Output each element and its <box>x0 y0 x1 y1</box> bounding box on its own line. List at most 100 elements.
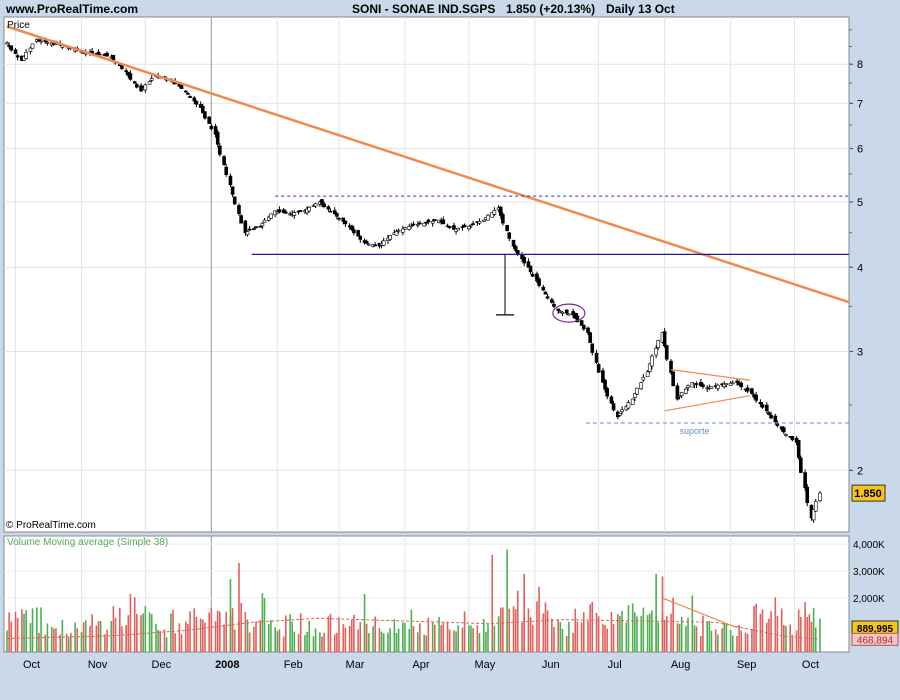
volume-bar <box>580 622 583 652</box>
volume-bar <box>678 623 681 652</box>
volume-bar <box>800 616 802 652</box>
volume-bar <box>461 627 464 652</box>
volume-bar <box>710 630 713 652</box>
volume-bar <box>761 609 764 652</box>
candle-body <box>684 388 688 394</box>
candle-body <box>218 145 222 155</box>
candle-body <box>775 423 780 426</box>
candle-body <box>620 409 624 412</box>
volume-bar <box>259 620 262 652</box>
candle-body <box>149 78 154 81</box>
candle-body <box>650 355 654 367</box>
volume-bar <box>646 615 649 652</box>
candle-body <box>349 225 354 230</box>
volume-bar <box>136 614 138 652</box>
grid <box>4 17 849 652</box>
volume-bar <box>785 625 787 652</box>
volume-bar <box>178 623 181 652</box>
candle-body <box>124 70 128 72</box>
volume-bar <box>702 615 704 652</box>
volume-bar <box>706 621 709 652</box>
volume-bar <box>783 624 785 652</box>
volume-bar <box>576 621 579 652</box>
candle-body <box>28 47 33 52</box>
volume-bar <box>819 618 821 652</box>
volume-bar <box>744 632 747 652</box>
highlight-ellipse <box>552 303 586 323</box>
candle-body <box>709 386 714 389</box>
candle-body <box>277 209 282 213</box>
volume-bar <box>568 621 570 652</box>
candle-body <box>558 311 563 313</box>
volume-bar <box>65 633 68 652</box>
candle-body <box>373 244 377 247</box>
volume-bar <box>382 633 385 652</box>
volume-bar <box>591 602 594 652</box>
candle-body <box>337 217 341 220</box>
volume-bar <box>378 627 381 652</box>
candle-body <box>609 396 614 404</box>
volume-bar <box>121 626 123 652</box>
volume-bar <box>210 608 213 652</box>
volume-spike <box>506 549 508 652</box>
candle-body <box>662 331 667 347</box>
volume-bar <box>244 611 247 652</box>
volume-bar <box>723 621 726 652</box>
volume-bar <box>299 613 302 652</box>
candle-body <box>471 223 475 225</box>
triangle-upper <box>670 369 750 381</box>
candle-body <box>96 51 101 55</box>
candle-body <box>469 224 473 227</box>
candle-body <box>594 352 599 363</box>
candle-body <box>462 224 467 228</box>
annotations: suporte <box>6 25 850 629</box>
volume-bar <box>125 624 127 652</box>
volume-bar <box>529 617 532 652</box>
volume-bar <box>442 622 445 652</box>
volume-bar <box>338 617 340 652</box>
volume-bar <box>487 623 489 652</box>
volume-bar <box>746 633 749 652</box>
volume-bar <box>95 625 98 652</box>
volume-bar <box>433 624 436 652</box>
candle-body <box>552 303 556 307</box>
volume-bar <box>395 632 398 652</box>
candle-body <box>367 243 371 246</box>
candle-body <box>486 214 490 221</box>
candle-body <box>481 219 486 222</box>
x-tick-label: Oct <box>23 659 40 671</box>
watermark: © ProRealTime.com <box>6 520 96 531</box>
candle-body <box>232 196 237 205</box>
candle-body <box>805 486 810 504</box>
volume-bar <box>672 597 674 652</box>
candle-body <box>564 309 569 314</box>
volume-bar <box>404 622 406 652</box>
site-name: www.ProRealTime.com <box>6 2 139 16</box>
volume-bar <box>253 626 255 652</box>
volume-bar <box>6 630 8 652</box>
volume-bar <box>765 622 768 652</box>
volume-bar <box>453 630 455 652</box>
candle-body <box>773 415 778 423</box>
candle-body <box>203 111 207 119</box>
candle-body <box>716 384 720 389</box>
candle-body <box>818 492 822 502</box>
volume-bar <box>546 610 549 652</box>
volume-bar <box>463 611 466 652</box>
volume-bar <box>448 629 451 652</box>
candle-body <box>128 73 133 80</box>
candle-body <box>358 235 363 240</box>
triangle-lower <box>664 395 750 412</box>
volume-bar <box>814 627 817 652</box>
candle-body <box>605 388 609 397</box>
candle-body <box>635 387 639 395</box>
candle-body <box>796 439 801 458</box>
candle-body <box>601 370 605 383</box>
volume-bar <box>189 611 191 652</box>
last-price-label: 1.850 <box>854 488 882 500</box>
volume-bar <box>780 608 783 652</box>
candle-body <box>728 382 733 386</box>
candle-body <box>341 217 346 222</box>
volume-bar <box>214 621 217 652</box>
